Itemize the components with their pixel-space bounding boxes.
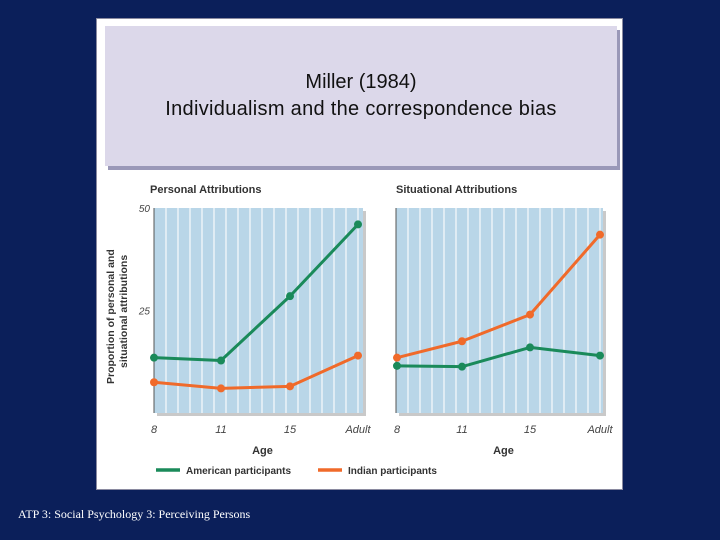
- data-point: [596, 351, 604, 360]
- data-point: [217, 384, 225, 393]
- data-point: [526, 310, 534, 319]
- y-axis-label: Proportion of personal and situational at…: [105, 249, 130, 384]
- data-point: [150, 353, 158, 362]
- x-axis-label: Age: [252, 445, 273, 457]
- x-tick-label: 15: [524, 424, 537, 436]
- data-point: [354, 351, 362, 360]
- page-title: Miller (1984): [305, 71, 417, 93]
- data-point: [393, 353, 401, 362]
- series-line-american: [396, 345, 601, 369]
- y-tick-label: 50: [139, 204, 151, 215]
- data-point: [150, 378, 158, 387]
- data-point: [393, 361, 401, 370]
- data-point: [217, 356, 225, 365]
- x-tick-label: 11: [215, 424, 226, 436]
- y-axis-label-line1: Proportion of personal and: [105, 249, 117, 384]
- chart-panel-1: Personal Attributions 50 25 8 11 15 Adult Age: [138, 184, 372, 457]
- x-tick-label: Adult: [586, 424, 613, 436]
- data-point: [286, 382, 294, 391]
- panel-title: Situational Attributions: [396, 184, 517, 196]
- footer-text: ATP 3: Social Psychology 3: Perceiving P…: [18, 507, 251, 521]
- legend-entry: American participants: [186, 466, 291, 477]
- plot-background: [154, 208, 363, 413]
- x-axis-label: Age: [493, 445, 514, 457]
- page-subtitle: Individualism and the correspondence bia…: [165, 98, 557, 120]
- x-tick-label: Adult: [344, 424, 371, 436]
- data-point: [596, 230, 604, 239]
- chart-panel-2: Situational Attributions 8 11 15 Adult Age: [393, 184, 613, 457]
- data-point: [286, 292, 294, 301]
- title-box: Miller (1984) Individualism and the corr…: [105, 26, 617, 166]
- series-line-indian: [153, 354, 359, 390]
- legend-entry: Indian participants: [348, 466, 437, 477]
- data-point: [458, 362, 466, 371]
- data-point: [354, 220, 362, 229]
- data-point: [526, 343, 534, 352]
- series-line-indian: [396, 233, 602, 360]
- x-tick-label: 8: [151, 424, 158, 436]
- plot-background: [396, 208, 603, 413]
- legend: American participants Indian participants: [156, 466, 437, 477]
- x-tick-label: 15: [284, 424, 297, 436]
- x-tick-label: 11: [456, 424, 467, 436]
- y-tick-label: 25: [138, 307, 151, 318]
- series-line-american: [153, 223, 360, 363]
- x-tick-label: 8: [394, 424, 401, 436]
- data-point: [458, 337, 466, 346]
- y-axis-label-line2: situational attributions: [118, 255, 130, 368]
- panel-title: Personal Attributions: [150, 184, 261, 196]
